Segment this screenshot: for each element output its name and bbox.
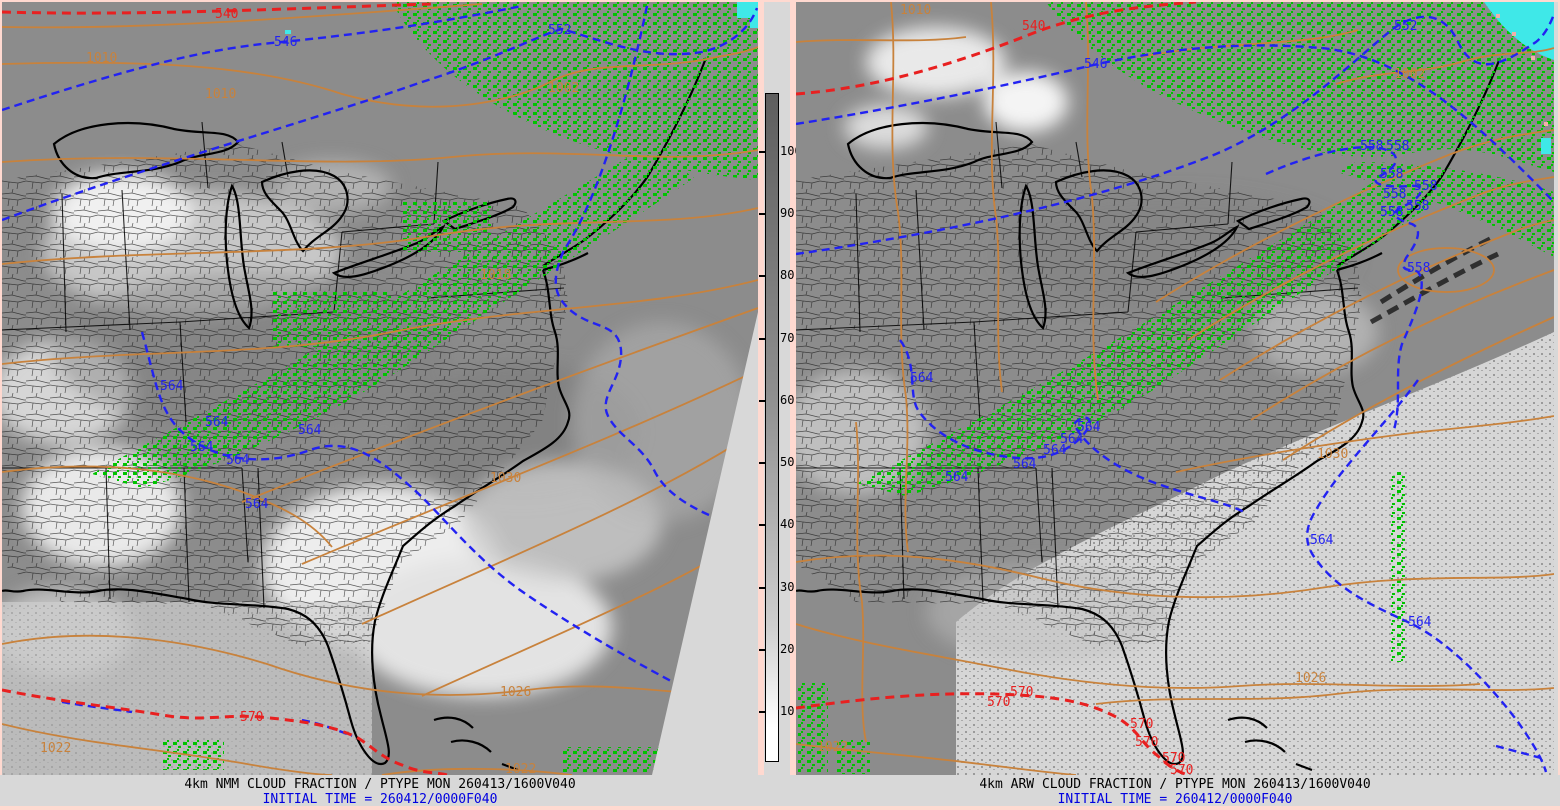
- colorbar-tick-label: 30: [780, 580, 795, 594]
- colorbar-tick-mark: [759, 338, 766, 340]
- contour-label: 1022: [505, 762, 536, 775]
- contour-label: 564: [160, 379, 184, 394]
- colorbar-tick-mark: [759, 151, 766, 153]
- contour-label: 1022: [817, 740, 848, 755]
- height-contours-blue: [796, 13, 1554, 773]
- colorbar-tick-mark: [759, 213, 766, 215]
- contour-label: 552: [548, 23, 571, 38]
- colorbar-tick-label: 20: [780, 642, 795, 656]
- contour-label: 564: [910, 371, 934, 386]
- contour-label: 558: [1386, 139, 1409, 154]
- contour-label: 540: [215, 7, 238, 22]
- contour-label: 564: [298, 423, 322, 438]
- colorbar-tick-label: 90: [780, 206, 795, 220]
- contour-label: 564: [226, 453, 250, 468]
- contour-label: 570: [1010, 685, 1033, 700]
- precip-snow-overlay: [1484, 2, 1554, 154]
- contour-label: 546: [1084, 57, 1107, 72]
- contour-label: 570: [1162, 751, 1185, 766]
- precip-snow-overlay: [285, 2, 758, 34]
- contour-label: 1010: [205, 87, 236, 102]
- cloud-fraction-colorbar: [765, 93, 779, 762]
- caption-strip: 4km NMM CLOUD FRACTION / PTYPE MON 26041…: [0, 775, 1560, 807]
- contour-label: 1022: [40, 741, 71, 756]
- contour-label: 570: [987, 695, 1010, 710]
- nmm-caption: 4km NMM CLOUD FRACTION / PTYPE MON 26041…: [184, 777, 576, 792]
- arw-contour-labels: 1010 540 546 552 1002 558 558 558 558 55…: [817, 3, 1437, 775]
- colorbar-tick-label: 10: [780, 704, 795, 718]
- colorbar-tick-mark: [759, 524, 766, 526]
- contour-label: 1010: [900, 3, 931, 18]
- contour-label: 558: [1414, 179, 1437, 194]
- isobar-contours-orange: [2, 3, 758, 775]
- nmm-caption-block: 4km NMM CLOUD FRACTION / PTYPE MON 26041…: [2, 775, 758, 807]
- contour-label: 1026: [1295, 671, 1326, 686]
- contour-label: 570: [1130, 717, 1153, 732]
- arw-initial-time: INITIAL TIME = 260412/0000F040: [1057, 792, 1293, 807]
- contour-label: 1030: [1317, 447, 1348, 462]
- contour-label: 564: [205, 415, 229, 430]
- colorbar-tick-label: 70: [780, 331, 795, 345]
- thickness-contours-red: [796, 2, 1197, 775]
- contour-label: 564: [945, 470, 969, 485]
- colorbar-tick-mark: [759, 587, 766, 589]
- colorbar-tick-label: 60: [780, 393, 795, 407]
- colorbar-tick-label: 50: [780, 455, 795, 469]
- colorbar-tick-mark: [759, 275, 766, 277]
- contour-label: 558: [1383, 187, 1406, 202]
- precip-mixed-overlay: [1496, 14, 1548, 126]
- arw-map-panel: 1010 540 546 552 1002 558 558 558 558 55…: [796, 2, 1554, 775]
- arw-caption-block: 4km ARW CLOUD FRACTION / PTYPE MON 26041…: [796, 775, 1554, 807]
- contour-label: 564: [1060, 432, 1084, 447]
- contour-label: 1010: [86, 51, 117, 66]
- contour-label: 564: [1408, 615, 1432, 630]
- dark-coastal-streaks: [1369, 233, 1500, 325]
- contour-label: 558: [1380, 205, 1403, 220]
- arw-caption: 4km ARW CLOUD FRACTION / PTYPE MON 26041…: [979, 777, 1371, 792]
- colorbar-tick-label: 80: [780, 268, 795, 282]
- contour-label: 1002: [1394, 67, 1425, 82]
- contour-label: 540: [1022, 19, 1045, 34]
- contour-label: 546: [274, 35, 297, 50]
- contour-label: 564: [1043, 443, 1067, 458]
- contour-label: 570: [1170, 763, 1193, 775]
- arw-map-svg: 1010 540 546 552 1002 558 558 558 558 55…: [796, 2, 1554, 775]
- contour-label: 558: [1407, 261, 1430, 276]
- colorbar-tick-mark: [759, 462, 766, 464]
- nmm-map-svg: 540 546 552 1010 1010 1002 1018 564 564 …: [2, 2, 758, 775]
- contour-label: 558: [1360, 139, 1383, 154]
- contour-label: 1018: [480, 268, 511, 283]
- colorbar-tick-label: 40: [780, 517, 795, 531]
- thickness-contours-red: [2, 2, 448, 775]
- contour-label: 564: [1013, 457, 1037, 472]
- contour-label: 570: [1135, 735, 1158, 750]
- right-edge-strip: [1554, 2, 1558, 775]
- contour-label: 558: [1380, 167, 1403, 182]
- height-contours-blue: [2, 4, 758, 738]
- contour-label: 558: [1406, 199, 1429, 214]
- contour-label: 564: [190, 440, 214, 455]
- contour-label: 570: [240, 710, 263, 725]
- nmm-initial-time: INITIAL TIME = 260412/0000F040: [262, 792, 498, 807]
- colorbar-tick-mark: [759, 649, 766, 651]
- nmm-domain-edge: [652, 312, 758, 775]
- colorbar-tick-mark: [759, 400, 766, 402]
- contour-label: 552: [1394, 19, 1417, 34]
- nmm-contour-labels: 540 546 552 1010 1010 1002 1018 564 564 …: [40, 7, 579, 775]
- contour-label: 564: [245, 497, 269, 512]
- contour-label: 564: [1077, 420, 1101, 435]
- contour-label: 1026: [500, 685, 531, 700]
- contour-label: 1002: [548, 81, 579, 96]
- nmm-map-panel: 540 546 552 1010 1010 1002 1018 564 564 …: [2, 2, 758, 775]
- colorbar-tick-mark: [759, 711, 766, 713]
- isobar-contours-orange: [796, 2, 1554, 775]
- scattered-cloud-texture: [956, 332, 1554, 775]
- contour-label: 1030: [490, 471, 521, 486]
- contour-label: 564: [1310, 533, 1334, 548]
